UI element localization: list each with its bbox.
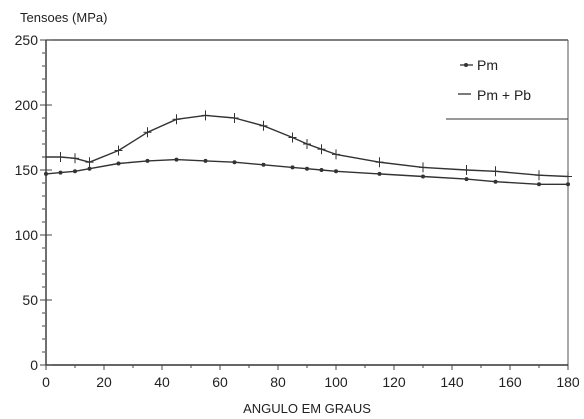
data-point-pm-pb: [114, 145, 123, 156]
data-point-pm: [377, 171, 382, 176]
legend-label-pm: Pm: [477, 57, 498, 73]
data-point-pm-pb: [419, 162, 427, 173]
data-point-pm-pb: [332, 149, 340, 160]
data-point-pm: [334, 169, 338, 174]
x-tick-label: 60: [212, 374, 228, 390]
data-point-pm-pb: [288, 132, 297, 143]
x-axis-title: ANGULO EM GRAUS: [243, 401, 371, 416]
x-tick-label: 120: [382, 374, 406, 390]
data-point-pm: [319, 168, 324, 172]
y-tick-label: 250: [15, 32, 39, 48]
data-point-pm-pb: [564, 171, 572, 182]
y-ticks: 0 50 100 150 200 250: [15, 32, 52, 373]
data-point-pm: [87, 166, 92, 171]
data-point-pm: [203, 158, 208, 163]
x-tick-label: 180: [556, 374, 580, 390]
data-point-pm: [174, 157, 179, 162]
y-tick-label: 150: [15, 162, 39, 178]
data-point-pm: [44, 171, 48, 176]
data-point-pm-pb: [71, 153, 79, 164]
x-tick-label: 140: [440, 374, 464, 390]
data-point-pm-pb: [172, 114, 181, 125]
data-point-pm: [58, 170, 63, 175]
data-point-pm: [464, 177, 469, 182]
data-point-pm-pb: [85, 157, 94, 168]
data-point-pm-pb: [462, 165, 471, 175]
x-tick-label: 0: [42, 374, 50, 390]
data-point-pm-pb: [317, 144, 326, 155]
y-tick-label: 200: [15, 97, 39, 113]
x-ticks: 0 20 40 60 80 100 120 140 160 180: [42, 365, 580, 390]
data-point-pm-pb: [201, 110, 210, 121]
data-point-pm: [566, 182, 570, 187]
data-point-pm: [145, 158, 150, 163]
data-point-pm-pb: [42, 152, 50, 162]
legend-label-pmpb: Pm + Pb: [477, 87, 531, 103]
series-layer: [42, 110, 572, 187]
data-point-pm: [421, 174, 425, 179]
data-point-pm-pb: [56, 152, 65, 162]
data-point-pm: [232, 160, 237, 165]
y-tick-label: 50: [22, 292, 38, 308]
legend-marker-pm: [464, 63, 468, 67]
x-tick-label: 40: [154, 374, 170, 390]
data-point-pm-pb: [375, 157, 384, 168]
data-point-pm-pb: [491, 166, 500, 177]
data-point-pm: [261, 162, 266, 167]
data-point-pm-pb: [143, 127, 152, 138]
data-point-pm: [305, 166, 309, 171]
x-tick-label: 160: [498, 374, 522, 390]
y-tick-label: 100: [15, 227, 39, 243]
data-point-pm: [290, 165, 295, 170]
x-tick-label: 100: [324, 374, 348, 390]
x-tick-label: 20: [96, 374, 112, 390]
data-point-pm-pb: [535, 170, 543, 181]
series-line-pm-pb: [46, 114, 569, 178]
data-point-pm-pb: [230, 113, 239, 123]
data-point-pm: [537, 182, 541, 187]
data-point-pm: [116, 161, 121, 166]
data-point-pm: [73, 169, 77, 174]
x-tick-label: 80: [270, 374, 286, 390]
legend: Pm Pm + Pb: [458, 57, 531, 103]
data-point-pm-pb: [259, 120, 268, 131]
series-line-pm: [45, 158, 568, 186]
y-axis-title: Tensoes (MPa): [20, 10, 107, 25]
data-point-pm-pb: [303, 139, 311, 149]
y-tick-label: 0: [30, 357, 38, 373]
data-point-pm: [493, 179, 498, 184]
